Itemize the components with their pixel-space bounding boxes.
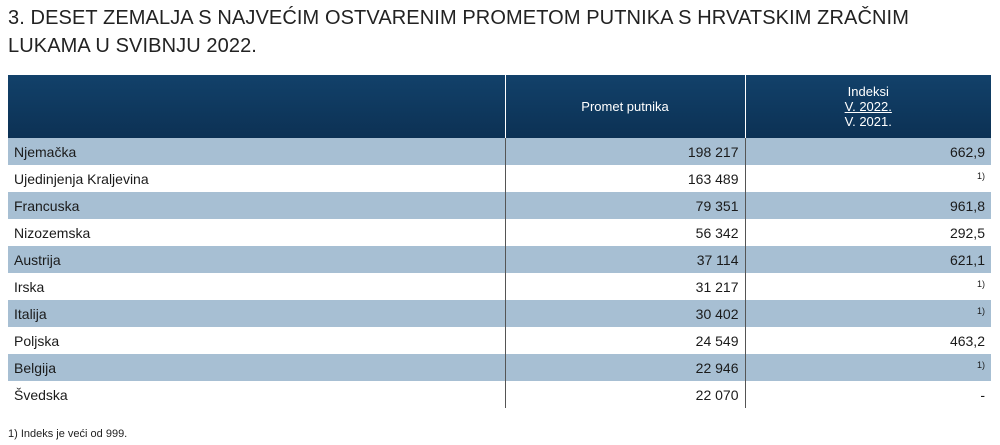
footnote-marker: 1) bbox=[976, 278, 985, 289]
page-title: 3. DESET ZEMALJA S NAJVEĆIM OSTVARENIM P… bbox=[8, 7, 909, 57]
table-row: Austrija 37 114 621,1 bbox=[8, 246, 991, 273]
table-row: Irska 31 217 1) bbox=[8, 273, 991, 300]
cell-country: Belgija bbox=[8, 354, 505, 381]
table-header-row: Promet putnika Indeksi V. 2022. V. 2021. bbox=[8, 75, 991, 138]
cell-index: 961,8 bbox=[744, 192, 991, 219]
cell-passengers: 198 217 bbox=[504, 138, 745, 165]
cell-index: 1) bbox=[744, 300, 991, 327]
cell-passengers: 56 342 bbox=[504, 219, 745, 246]
footnote-marker: 1) bbox=[976, 305, 985, 316]
table-row: Belgija 22 946 1) bbox=[8, 354, 991, 381]
footnote-marker: 1) bbox=[976, 359, 985, 370]
header-index-label: Indeksi bbox=[847, 84, 889, 99]
table-row: Njemačka 198 217 662,9 bbox=[8, 138, 991, 165]
table-row: Italija 30 402 1) bbox=[8, 300, 991, 327]
header-country bbox=[8, 75, 505, 138]
table-row: Ujedinjenja Kraljevina 163 489 1) bbox=[8, 165, 991, 192]
cell-index: 292,5 bbox=[744, 219, 991, 246]
cell-index-value: - bbox=[980, 386, 985, 403]
cell-index: - bbox=[744, 381, 991, 408]
header-passengers: Promet putnika bbox=[504, 75, 745, 138]
cell-index-value: 961,8 bbox=[949, 197, 985, 214]
cell-country: Francuska bbox=[8, 192, 505, 219]
cell-passengers: 22 070 bbox=[504, 381, 745, 408]
cell-country: Njemačka bbox=[8, 138, 505, 165]
cell-index: 1) bbox=[744, 354, 991, 381]
cell-index: 1) bbox=[744, 273, 991, 300]
footnote-marker: 1) bbox=[976, 170, 985, 181]
cell-passengers: 31 217 bbox=[504, 273, 745, 300]
cell-index-value: 621,1 bbox=[949, 251, 985, 268]
header-index-denominator: V. 2021. bbox=[844, 114, 892, 129]
cell-index-value: 292,5 bbox=[949, 224, 985, 241]
cell-index: 463,2 bbox=[744, 327, 991, 354]
cell-passengers: 30 402 bbox=[504, 300, 745, 327]
cell-passengers: 163 489 bbox=[504, 165, 745, 192]
table-row: Švedska 22 070 - bbox=[8, 381, 991, 408]
header-index-numerator: V. 2022. bbox=[844, 99, 892, 114]
cell-passengers: 37 114 bbox=[504, 246, 745, 273]
cell-index-value: 463,2 bbox=[949, 332, 985, 349]
cell-country: Irska bbox=[8, 273, 505, 300]
cell-passengers: 24 549 bbox=[504, 327, 745, 354]
header-index: Indeksi V. 2022. V. 2021. bbox=[744, 75, 991, 138]
cell-index-value: 662,9 bbox=[949, 143, 985, 160]
cell-passengers: 22 946 bbox=[504, 354, 745, 381]
cell-index: 662,9 bbox=[744, 138, 991, 165]
table-row: Nizozemska 56 342 292,5 bbox=[8, 219, 991, 246]
cell-country: Italija bbox=[8, 300, 505, 327]
cell-country: Nizozemska bbox=[8, 219, 505, 246]
cell-country: Ujedinjenja Kraljevina bbox=[8, 165, 505, 192]
cell-country: Poljska bbox=[8, 327, 505, 354]
cell-passengers: 79 351 bbox=[504, 192, 745, 219]
passenger-table: Promet putnika Indeksi V. 2022. V. 2021.… bbox=[8, 75, 991, 408]
table-row: Poljska 24 549 463,2 bbox=[8, 327, 991, 354]
table-row: Francuska 79 351 961,8 bbox=[8, 192, 991, 219]
cell-index: 1) bbox=[744, 165, 991, 192]
table-footnote: 1) Indeks je veći od 999. bbox=[8, 428, 128, 440]
cell-country: Austrija bbox=[8, 246, 505, 273]
cell-country: Švedska bbox=[8, 381, 505, 408]
cell-index: 621,1 bbox=[744, 246, 991, 273]
